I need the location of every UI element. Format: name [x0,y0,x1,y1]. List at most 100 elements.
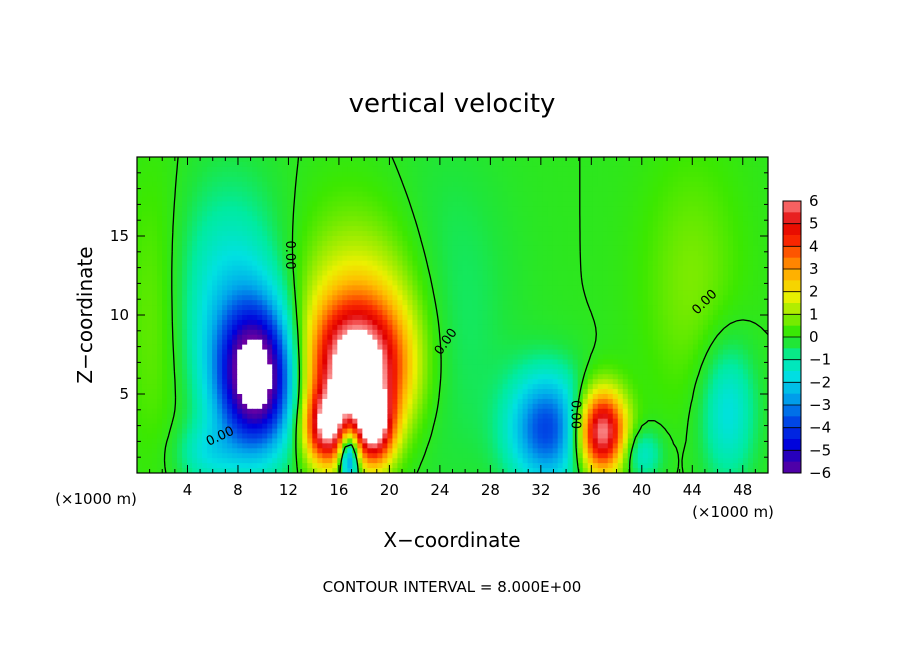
heatmap-cell [212,186,218,193]
heatmap-cell [237,186,243,193]
heatmap-cell [392,216,399,222]
heatmap-cell [562,166,569,173]
heatmap-cell [152,319,158,326]
heatmap-cell [292,166,298,173]
heatmap-cell [247,201,253,207]
heatmap-cell [302,181,308,188]
heatmap-cell [542,161,549,168]
heatmap-cell [597,196,604,203]
heatmap-cell [537,201,544,207]
heatmap-cell [477,157,484,163]
heatmap-cell [662,334,669,341]
heatmap-cell [692,315,699,321]
heatmap-cell [277,231,283,237]
heatmap-cell [382,250,388,257]
heatmap-cell [327,349,333,356]
heatmap-cell [467,260,474,267]
heatmap-cell [137,236,143,242]
heatmap-cell [487,226,494,232]
heatmap-cell [307,255,313,262]
heatmap-cell [507,171,514,178]
heatmap-cell [502,265,509,272]
heatmap-cell [712,240,719,247]
heatmap-cell [252,255,258,262]
heatmap-cell [512,305,519,311]
heatmap-cell [342,166,348,173]
heatmap-cell [227,305,233,311]
heatmap-cell [572,157,579,163]
heatmap-cell [252,290,258,296]
heatmap-cell [322,206,328,212]
heatmap-cell [612,344,619,351]
heatmap-cell [142,319,148,326]
heatmap-cell [367,176,373,183]
heatmap-cell [677,300,684,306]
heatmap-cell [157,280,163,286]
heatmap-cell [327,255,333,262]
heatmap-cell [217,285,223,291]
heatmap-cell [227,176,233,183]
heatmap-cell [472,250,479,257]
heatmap-cell [312,280,318,286]
heatmap-cell [357,191,363,198]
heatmap-cell [747,181,754,188]
heatmap-cell [732,305,739,311]
heatmap-cell [552,315,559,321]
heatmap-cell [692,280,699,286]
heatmap-cell [757,161,764,168]
heatmap-cell [662,285,669,291]
heatmap-cell [407,236,414,242]
heatmap-cell [752,245,759,252]
heatmap-cell [392,221,399,227]
heatmap-cell [647,206,654,212]
heatmap-cell [167,196,173,203]
heatmap-cell [137,196,143,203]
heatmap-cell [207,334,213,341]
heatmap-cell [137,305,143,311]
heatmap-cell [752,255,759,262]
heatmap-cell [642,161,649,168]
heatmap-cell [552,265,559,272]
heatmap-cell [162,245,168,252]
heatmap-cell [602,181,609,188]
heatmap-cell [307,166,313,173]
heatmap-cell [312,226,318,232]
heatmap-cell [402,191,409,198]
heatmap-cell [432,181,439,188]
heatmap-cell [652,245,659,252]
heatmap-cell [742,300,749,306]
heatmap-cell [572,334,579,341]
heatmap-cell [412,250,419,257]
heatmap-cell [227,186,233,193]
heatmap-cell [492,226,499,232]
heatmap-cell [367,166,373,173]
heatmap-cell [192,344,198,351]
heatmap-cell [642,171,649,178]
heatmap-cell [337,221,343,227]
heatmap-cell [677,171,684,178]
heatmap-cell [407,324,414,331]
heatmap-cell [622,226,629,232]
heatmap-cell [177,186,183,193]
heatmap-cell [712,176,719,183]
heatmap-cell [667,236,674,242]
heatmap-cell [422,319,429,326]
heatmap-cell [247,349,253,356]
heatmap-cell [262,211,268,217]
heatmap-cell [202,245,208,252]
heatmap-cell [512,240,519,247]
heatmap-cell [207,157,213,163]
heatmap-cell [172,265,178,272]
heatmap-cell [447,270,454,277]
heatmap-cell [742,285,749,291]
heatmap-cell [507,201,514,207]
heatmap-cell [182,245,188,252]
heatmap-cell [587,206,594,212]
heatmap-cell [622,191,629,198]
heatmap-cell [472,334,479,341]
heatmap-cell [337,265,343,272]
heatmap-cell [242,280,248,286]
heatmap-cell [762,166,768,173]
heatmap-cell [347,319,353,326]
heatmap-cell [172,166,178,173]
